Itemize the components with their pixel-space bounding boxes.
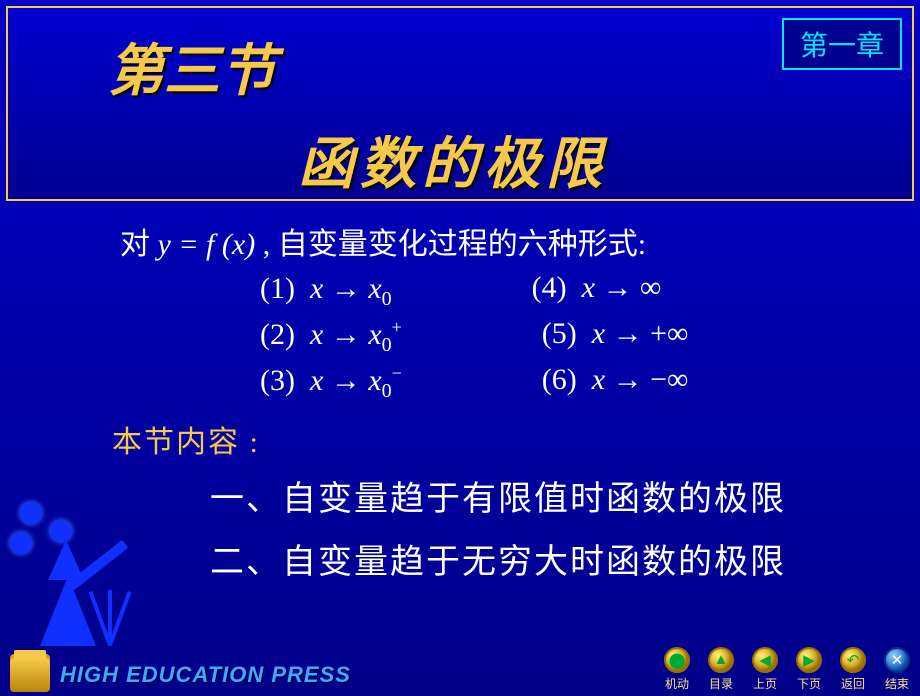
nav-buttons: ⬤ 机动 ▲ 目录 ◀ 上页 ▶ 下页 ↶ 返回 ✕ 结束 xyxy=(664,647,910,692)
nav-上页[interactable]: ◀ 上页 xyxy=(752,647,778,692)
topic-1: 一、自变量趋于有限值时函数的极限 xyxy=(210,471,900,520)
nav-label: 结束 xyxy=(885,675,909,692)
topic-2: 二、自变量趋于无穷大时函数的极限 xyxy=(210,534,900,583)
publisher-name: HIGH EDUCATION PRESS xyxy=(60,662,351,688)
nav-机动[interactable]: ⬤ 机动 xyxy=(664,647,690,692)
intro-formula: y = f (x) xyxy=(158,228,256,261)
intro-line: 对 y = f (x) , 自变量变化过程的六种形式: xyxy=(120,219,900,263)
nav-icon: ▶ xyxy=(796,647,822,673)
book-icon xyxy=(10,658,50,692)
publisher-logo: HIGH EDUCATION PRESS xyxy=(10,658,351,692)
intro-prefix: 对 xyxy=(120,228,150,261)
form-4: (4) x → ∞ xyxy=(532,271,662,311)
nav-icon: ◀ xyxy=(752,647,778,673)
form-6: (6) x → −∞ xyxy=(542,363,689,403)
nav-label: 目录 xyxy=(709,675,733,692)
section-content-label: 本节内容 : xyxy=(112,417,900,461)
nav-icon: ↶ xyxy=(840,647,866,673)
nav-icon: ▲ xyxy=(708,647,734,673)
form-1: (1) x → x0 xyxy=(260,271,392,311)
nav-label: 机动 xyxy=(665,675,689,692)
nav-label: 返回 xyxy=(841,675,865,692)
form-5: (5) x → +∞ xyxy=(542,317,689,357)
astronomer-illustration xyxy=(10,502,150,652)
nav-label: 上页 xyxy=(753,675,777,692)
form-row-3: (3) x → x0− (6) x → −∞ xyxy=(260,363,900,403)
intro-suffix: , 自变量变化过程的六种形式: xyxy=(255,228,646,261)
title-header: 第一章 第三节 函数的极限 xyxy=(6,6,914,201)
nav-icon: ⬤ xyxy=(664,647,690,673)
forms-table: (1) x → x0 (4) x → ∞ (2) x → x0+ (5) x →… xyxy=(120,271,900,403)
section-title: 函数的极限 xyxy=(298,119,882,200)
chapter-badge[interactable]: 第一章 xyxy=(782,18,902,70)
nav-icon: ✕ xyxy=(884,647,910,673)
footer: HIGH EDUCATION PRESS ⬤ 机动 ▲ 目录 ◀ 上页 ▶ 下页 ↶ 返回 ✕ 结束 xyxy=(0,648,920,696)
form-row-2: (2) x → x0+ (5) x → +∞ xyxy=(260,317,900,357)
section-number: 第三节 xyxy=(108,26,882,107)
nav-返回[interactable]: ↶ 返回 xyxy=(840,647,866,692)
form-3: (3) x → x0− xyxy=(260,363,402,403)
form-2: (2) x → x0+ xyxy=(260,317,402,357)
form-row-1: (1) x → x0 (4) x → ∞ xyxy=(260,271,900,311)
nav-结束[interactable]: ✕ 结束 xyxy=(884,647,910,692)
nav-label: 下页 xyxy=(797,675,821,692)
nav-目录[interactable]: ▲ 目录 xyxy=(708,647,734,692)
nav-下页[interactable]: ▶ 下页 xyxy=(796,647,822,692)
topics-list: 一、自变量趋于有限值时函数的极限 二、自变量趋于无穷大时函数的极限 xyxy=(120,471,900,583)
